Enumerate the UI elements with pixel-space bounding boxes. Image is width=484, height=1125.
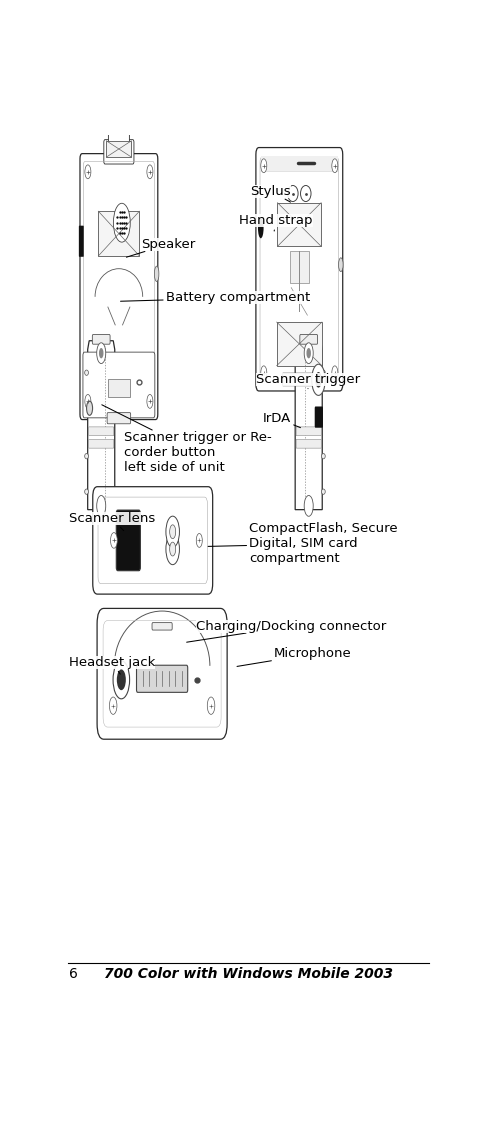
Ellipse shape	[338, 258, 342, 271]
Ellipse shape	[300, 186, 310, 201]
Ellipse shape	[85, 489, 88, 494]
Circle shape	[315, 372, 321, 388]
FancyBboxPatch shape	[314, 406, 322, 428]
Text: 6: 6	[69, 968, 77, 981]
Text: Scanner trigger or Re-
corder button
left side of unit: Scanner trigger or Re- corder button lef…	[102, 405, 271, 475]
Bar	[98, 212, 139, 255]
FancyBboxPatch shape	[92, 487, 212, 594]
Text: Scanner trigger: Scanner trigger	[256, 372, 360, 388]
FancyBboxPatch shape	[79, 226, 84, 256]
FancyBboxPatch shape	[116, 510, 140, 570]
Ellipse shape	[154, 267, 159, 281]
FancyBboxPatch shape	[83, 352, 154, 417]
Circle shape	[196, 533, 202, 548]
Circle shape	[113, 204, 130, 242]
FancyBboxPatch shape	[256, 147, 342, 392]
Text: CompactFlash, Secure
Digital, SIM card
compartment: CompactFlash, Secure Digital, SIM card c…	[208, 522, 397, 565]
Circle shape	[147, 165, 152, 179]
Circle shape	[169, 542, 175, 556]
Circle shape	[260, 159, 266, 172]
Circle shape	[207, 698, 214, 714]
Ellipse shape	[85, 453, 88, 459]
Circle shape	[306, 348, 310, 359]
Circle shape	[331, 366, 337, 380]
Circle shape	[99, 348, 103, 359]
Circle shape	[147, 395, 152, 408]
FancyBboxPatch shape	[107, 413, 130, 424]
FancyBboxPatch shape	[151, 622, 172, 630]
Ellipse shape	[321, 489, 325, 494]
FancyBboxPatch shape	[296, 440, 320, 448]
FancyBboxPatch shape	[282, 374, 316, 386]
FancyBboxPatch shape	[136, 665, 187, 692]
Circle shape	[110, 532, 117, 548]
Bar	[106, 141, 131, 158]
Circle shape	[169, 524, 175, 539]
Bar	[276, 322, 321, 366]
Text: Battery compartment: Battery compartment	[121, 291, 309, 305]
Circle shape	[85, 165, 91, 179]
FancyBboxPatch shape	[92, 334, 110, 344]
Bar	[260, 155, 337, 171]
Text: Scanner lens: Scanner lens	[69, 512, 155, 531]
Bar	[107, 379, 130, 397]
Text: 700 Color with Windows Mobile 2003: 700 Color with Windows Mobile 2003	[104, 968, 392, 981]
FancyBboxPatch shape	[108, 128, 129, 143]
Circle shape	[303, 495, 313, 516]
FancyBboxPatch shape	[296, 426, 320, 435]
FancyBboxPatch shape	[89, 440, 114, 448]
Circle shape	[311, 364, 325, 395]
Circle shape	[303, 343, 313, 363]
Circle shape	[96, 495, 106, 516]
Circle shape	[117, 669, 125, 690]
Circle shape	[260, 366, 266, 380]
Polygon shape	[289, 251, 308, 284]
Ellipse shape	[321, 453, 325, 459]
FancyBboxPatch shape	[80, 154, 157, 420]
Ellipse shape	[86, 402, 92, 415]
Bar	[277, 202, 320, 246]
Polygon shape	[295, 341, 321, 510]
Text: Hand strap: Hand strap	[239, 214, 312, 231]
Text: Stylus: Stylus	[250, 184, 290, 202]
Ellipse shape	[257, 217, 263, 238]
Circle shape	[85, 395, 91, 408]
Text: IrDA: IrDA	[262, 412, 300, 428]
Ellipse shape	[321, 370, 325, 376]
Ellipse shape	[85, 370, 88, 376]
Text: Speaker: Speaker	[126, 237, 195, 258]
Circle shape	[96, 343, 106, 363]
FancyBboxPatch shape	[89, 426, 114, 435]
Circle shape	[109, 698, 117, 714]
Circle shape	[113, 660, 129, 699]
Ellipse shape	[287, 186, 298, 201]
FancyBboxPatch shape	[104, 140, 134, 164]
Circle shape	[166, 533, 179, 565]
Circle shape	[331, 159, 337, 172]
FancyBboxPatch shape	[97, 609, 227, 739]
Text: Microphone: Microphone	[237, 647, 351, 666]
FancyBboxPatch shape	[299, 334, 317, 344]
Circle shape	[166, 516, 179, 548]
Polygon shape	[88, 341, 115, 510]
Text: Headset jack: Headset jack	[69, 656, 155, 674]
Text: Charging/Docking connector: Charging/Docking connector	[186, 620, 385, 642]
